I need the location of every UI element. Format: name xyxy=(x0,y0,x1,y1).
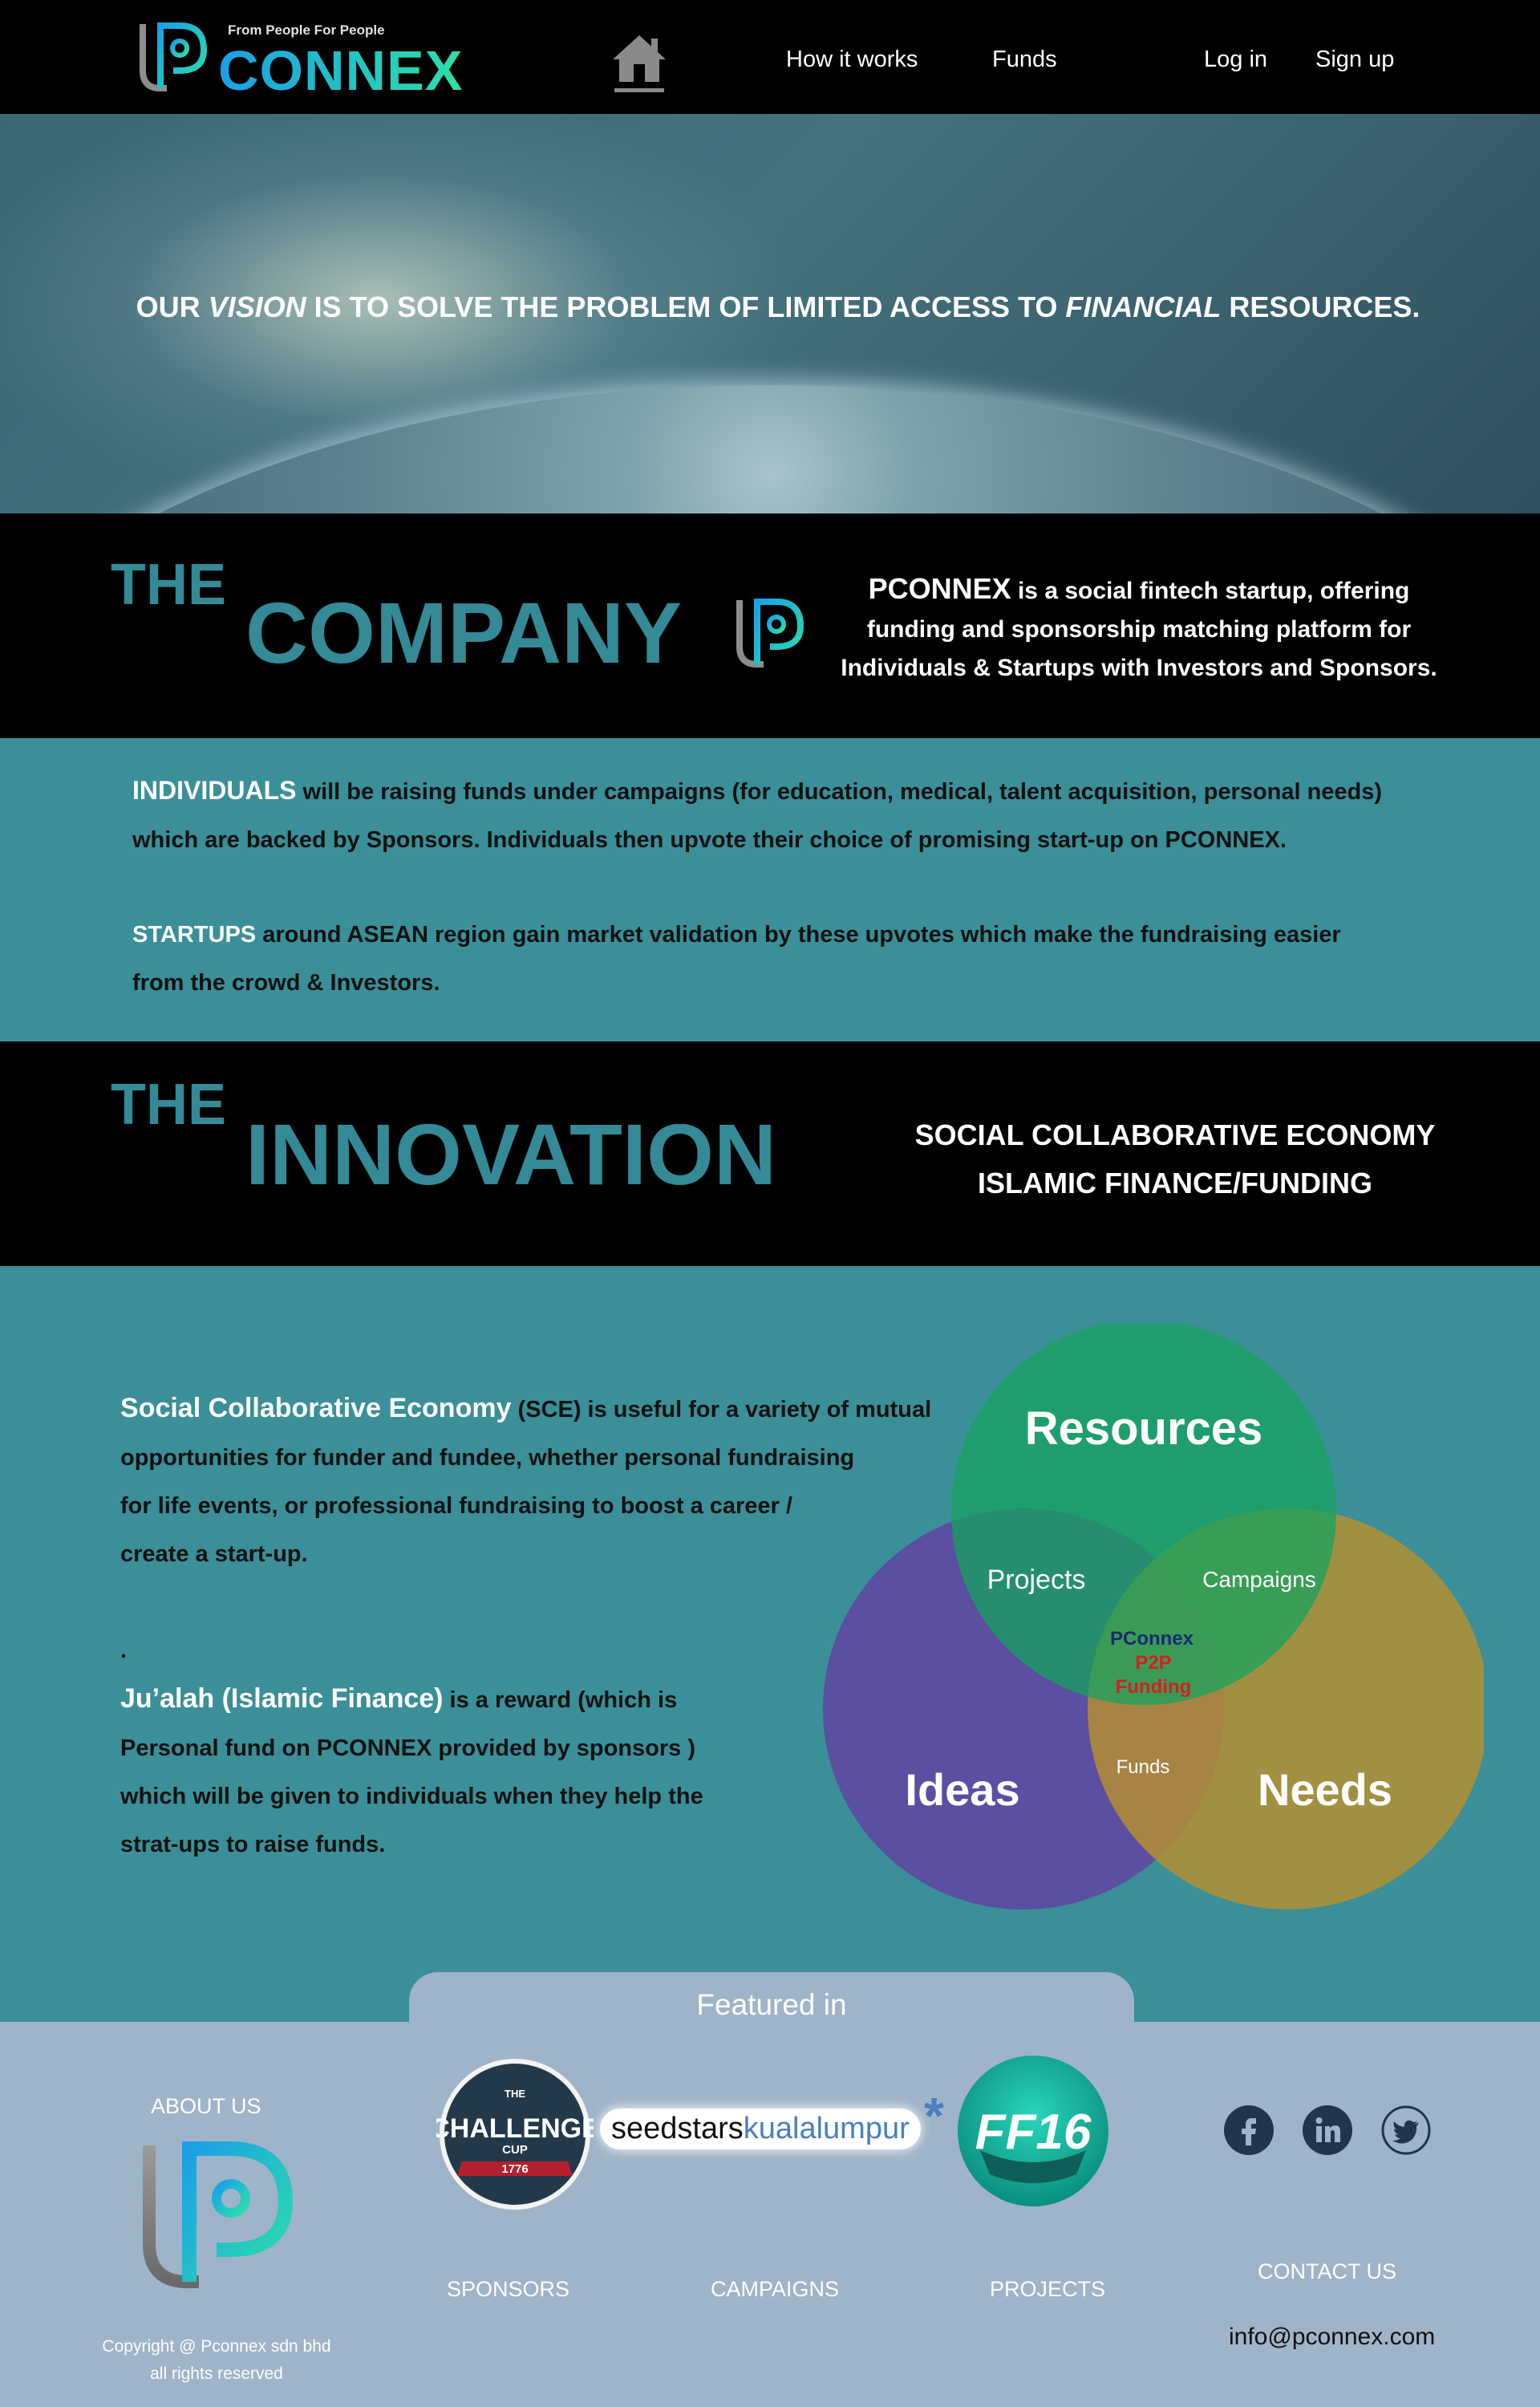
nav-login[interactable]: Log in xyxy=(1204,47,1268,72)
venn-center-pconnex: PConnex xyxy=(1110,1628,1194,1650)
home-icon[interactable] xyxy=(611,32,667,93)
venn-label-resources: Resources xyxy=(1025,1402,1263,1455)
venn-circle-resources xyxy=(951,1324,1336,1705)
challenge-cup-logo[interactable]: THE CHALLENGE CUP 1776 xyxy=(436,2056,594,2213)
asterisk-icon: * xyxy=(924,2087,944,2145)
venn-label-needs: Needs xyxy=(1258,1764,1392,1815)
earth-horizon-image xyxy=(0,385,1540,513)
site-header: From People For People CONNEX How it wor… xyxy=(0,0,1540,114)
company-title: COMPANY xyxy=(245,584,683,681)
footer-sponsors[interactable]: SPONSORS xyxy=(447,2277,570,2301)
venn-label-ideas: Ideas xyxy=(905,1764,1019,1815)
pconnex-mark-icon xyxy=(736,599,804,668)
footer-about-us[interactable]: ABOUT US xyxy=(151,2094,261,2118)
innovation-topics: SOCIAL COLLABORATIVE ECONOMY ISLAMIC FIN… xyxy=(882,1111,1468,1208)
innovation-header-band xyxy=(0,1041,1540,1266)
ff16-logo[interactable]: FF16 xyxy=(956,2054,1110,2208)
seedstars-kl-logo[interactable]: seedstarskualalumpur * xyxy=(600,2086,953,2174)
topic-islamic-finance: ISLAMIC FINANCE/FUNDING xyxy=(978,1167,1372,1199)
contact-email[interactable]: info@pconnex.com xyxy=(1229,2324,1436,2350)
logo-wordmark: CONNEX xyxy=(218,39,464,102)
pconnex-logo[interactable]: From People For People CONNEX xyxy=(138,21,462,102)
copyright-text: Copyright @ Pconnex sdn bhd all rights r… xyxy=(102,2337,331,2383)
innovation-description: Social Collaborative Economy (SCE) is us… xyxy=(120,1393,932,1857)
nav-signup[interactable]: Sign up xyxy=(1315,47,1395,72)
svg-text:1776: 1776 xyxy=(501,2162,528,2176)
footer-campaigns[interactable]: CAMPAIGNS xyxy=(711,2277,840,2301)
venn-center-funding: Funding xyxy=(1116,1676,1192,1698)
venn-diagram: Resources Ideas Needs Projects Campaigns… xyxy=(823,1324,1484,1910)
footer-contact-us[interactable]: CONTACT US xyxy=(1258,2259,1397,2283)
venn-center-p2p: P2P xyxy=(1135,1652,1171,1674)
innovation-title: INNOVATION xyxy=(245,1106,776,1203)
featured-in-label: Featured in xyxy=(696,1988,847,2021)
logo-tagline: From People For People xyxy=(228,22,385,38)
topic-sce: SOCIAL COLLABORATIVE ECONOMY xyxy=(914,1118,1436,1151)
facebook-icon[interactable] xyxy=(1224,2105,1274,2155)
svg-text:CUP: CUP xyxy=(502,2143,528,2157)
individuals-paragraph: INDIVIDUALS will be raising funds under … xyxy=(132,776,1383,853)
hero-banner: OUR VISION IS TO SOLVE THE PROBLEM OF LI… xyxy=(0,114,1540,513)
svg-text:THE: THE xyxy=(505,2088,525,2100)
venn-label-projects: Projects xyxy=(987,1565,1086,1595)
pconnex-logo-mark-icon xyxy=(140,22,208,91)
linkedin-icon[interactable] xyxy=(1303,2105,1352,2155)
startups-paragraph: STARTUPS around ASEAN region gain market… xyxy=(132,922,1341,996)
vision-statement: OUR VISION IS TO SOLVE THE PROBLEM OF LI… xyxy=(136,290,1420,323)
company-details-section: INDIVIDUALS will be raising funds under … xyxy=(0,738,1540,1041)
twitter-icon[interactable] xyxy=(1381,2105,1431,2155)
svg-text:FF16: FF16 xyxy=(975,2105,1092,2160)
pconnex-footer-logo-icon[interactable] xyxy=(141,2141,294,2289)
innovation-the: THE xyxy=(111,1073,226,1137)
company-description: PCONNEX is a social fintech startup, off… xyxy=(841,572,1437,681)
venn-label-funds: Funds xyxy=(1116,1756,1170,1778)
footer-projects[interactable]: PROJECTS xyxy=(990,2277,1106,2301)
venn-label-campaigns: Campaigns xyxy=(1202,1567,1316,1592)
company-the: THE xyxy=(111,553,226,617)
nav-how-it-works[interactable]: How it works xyxy=(786,47,918,72)
svg-text:CHALLENGE: CHALLENGE xyxy=(436,2113,594,2144)
site-footer: ABOUT US Copyright @ Pconnex sdn bhd all… xyxy=(0,2022,1540,2407)
nav-funds[interactable]: Funds xyxy=(992,47,1057,72)
